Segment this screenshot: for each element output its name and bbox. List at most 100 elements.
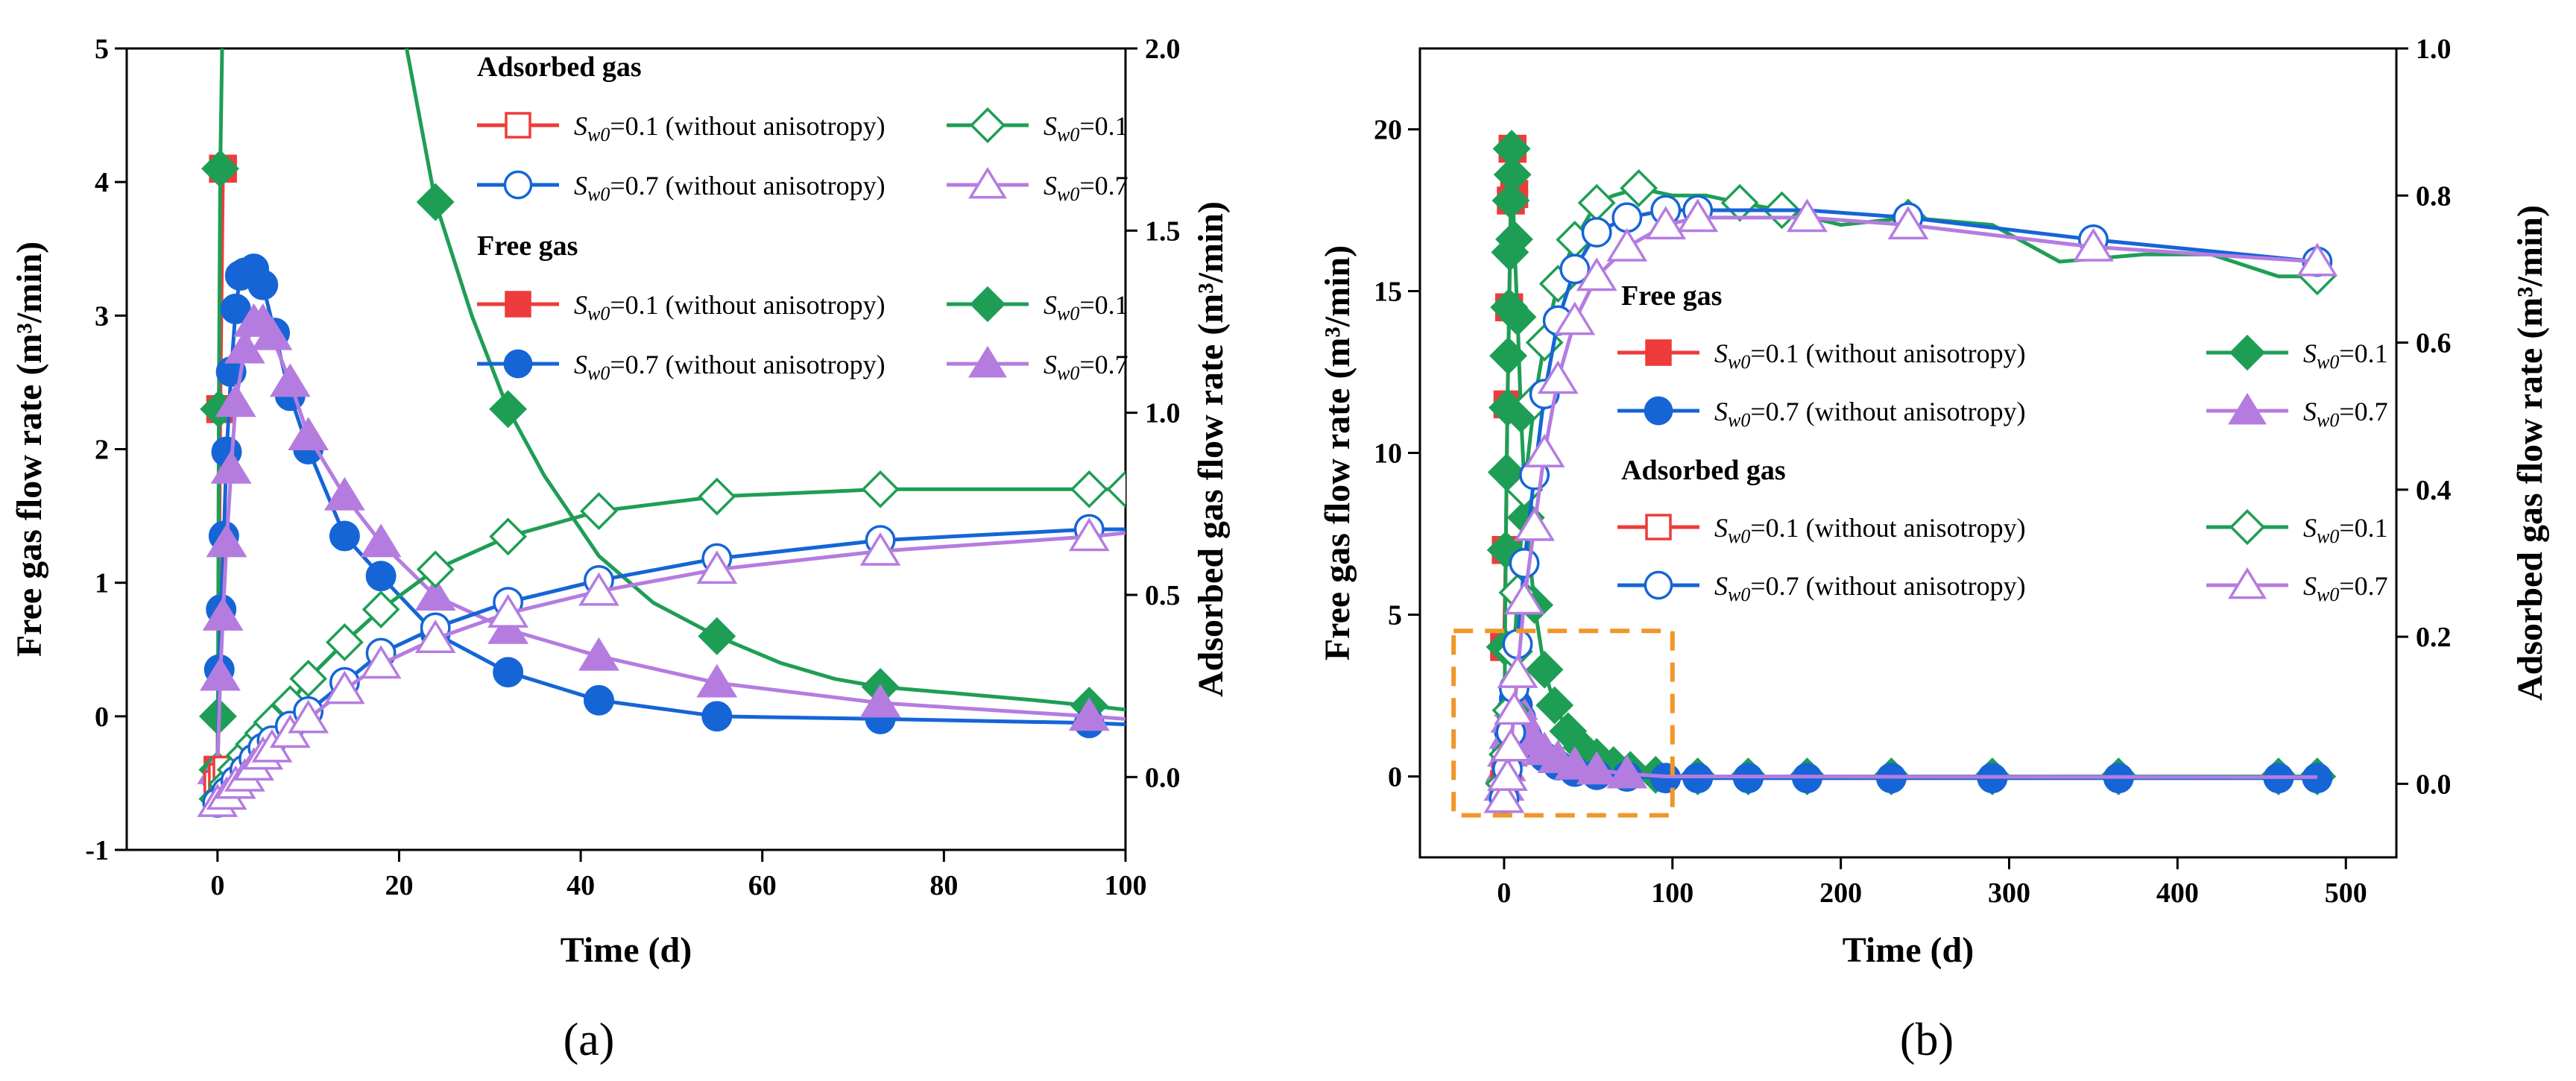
legend-label: Sw0=0.7 (without anisotropy) [574,171,886,205]
data-point [1497,654,1538,688]
data-point [1498,297,1537,336]
zoom-box [1451,628,1675,818]
legend-group-title: Adsorbed gas [1621,455,1786,486]
legend-marker [967,345,1008,378]
data-point [1581,217,1612,248]
y-left-axis-label: Free gas flow rate (m³/min) [1318,245,1357,661]
legend-label: Sw0=0.7 (without anisotropy) [1714,397,2026,431]
y-left-tick-label: 5 [1388,600,1402,631]
data-point [1554,746,1596,780]
y-right-tick-label: 0.4 [2416,475,2452,506]
data-point [696,550,738,584]
y-left-tick-label: 5 [95,34,109,65]
data-point [1606,227,1648,262]
y-right-axis-label: Adsorbed gas flow rate (m³/min) [2510,205,2550,701]
y-left-tick-label: 0 [95,702,109,733]
legend-label: Sw0=0.1 (without anisotropy) [574,290,886,324]
y-right-tick-label: 2.0 [1145,34,1181,65]
legend-marker [1645,339,1672,366]
legend-marker [969,107,1006,144]
y-right-tick-label: 0.5 [1145,580,1181,611]
data-point [1487,757,1528,791]
series-blue-circle-open [1489,195,2333,814]
data-point [1537,360,1579,394]
y-left-axis-label: Free gas flow rate (m³/min) [10,242,49,657]
data-point [202,597,244,631]
legend-label: Sw0=0.7 (without anisotropy) [1714,571,2026,605]
data-point [1490,728,1532,762]
data-point [1486,531,1525,570]
legend-label: Sw0=0.1 (without anisotropy) [574,111,886,145]
data-point [289,659,328,698]
legend-label: Sw0=0.7 [1044,171,1128,205]
data-point [247,269,279,300]
data-point [201,149,239,188]
x-tick-label: 0 [210,870,224,901]
data-point [1509,548,1540,579]
x-tick-label: 60 [748,870,777,901]
data-point [200,657,241,691]
data-point [1494,691,1535,725]
data-point [1576,751,1617,785]
panel-a-label: (a) [564,1015,615,1065]
series-violet-triangle-open [1483,198,2338,813]
x-tick-label: 200 [1819,877,1862,909]
series-violet-triangle-open [197,517,1126,817]
legend-label: Sw0=0.1 [2303,338,2388,373]
data-point [1106,470,1126,508]
data-point [2296,242,2338,277]
y-left-tick-label: 4 [95,167,109,198]
x-tick-label: 80 [929,870,958,901]
data-point [487,593,529,628]
y-left-tick-label: 0 [1388,762,1402,793]
x-tick-label: 0 [1497,877,1511,909]
y-right-tick-label: 0.8 [2416,180,2452,212]
series-green-diamond-open [1485,168,2337,803]
data-point [210,450,252,484]
x-tick-label: 300 [1988,877,2030,909]
data-point [1524,434,1565,467]
legend-marker [505,291,531,318]
data-point [1577,183,1616,222]
x-tick-label: 100 [1651,877,1693,909]
x-tick-label: 20 [385,870,413,901]
legend-label: Sw0=0.1 [1044,290,1128,324]
data-point [329,520,360,552]
data-point [698,617,736,655]
x-tick-label: 500 [2325,877,2367,909]
y-left-tick-label: 3 [95,300,109,332]
data-point [584,684,614,716]
legend-marker [2227,392,2267,425]
y-left-tick-label: 10 [1374,438,1402,470]
legend-marker [967,166,1008,199]
data-point [1493,155,1532,194]
legend-marker [1644,570,1673,600]
data-point [1070,470,1108,508]
y-right-tick-label: 0.2 [2416,622,2452,653]
legend: Free gas Sw0=0.1 (without anisotropy) Sw0=… [1617,280,2388,605]
y-right-tick-label: 1.0 [1145,398,1181,429]
series-line [215,527,1126,804]
data-point [1491,181,1530,220]
data-point [323,476,365,511]
data-point [578,637,619,671]
legend-marker [503,349,533,379]
y-left-tick-label: -1 [85,835,109,866]
legend-group-title: Free gas [477,230,578,262]
legend-label: Sw0=0.1 (without anisotropy) [1714,338,2026,373]
series-blue-circle-open [202,514,1126,818]
series-line [215,48,1126,770]
data-point [1620,168,1658,207]
legend-label: Sw0=0.1 (without anisotropy) [1714,513,2026,547]
data-point [1611,202,1643,233]
legend-label: Sw0=0.7 [2303,397,2388,431]
data-point [206,523,247,558]
legend-marker [2229,508,2266,546]
data-point [360,645,402,679]
data-point [2073,227,2114,262]
legend-marker [969,286,1006,323]
series-blue-circle-filled [202,253,1126,796]
data-point [861,470,900,508]
y-right-axis-label: Adsorbed gas flow rate (m³/min) [1191,201,1231,697]
